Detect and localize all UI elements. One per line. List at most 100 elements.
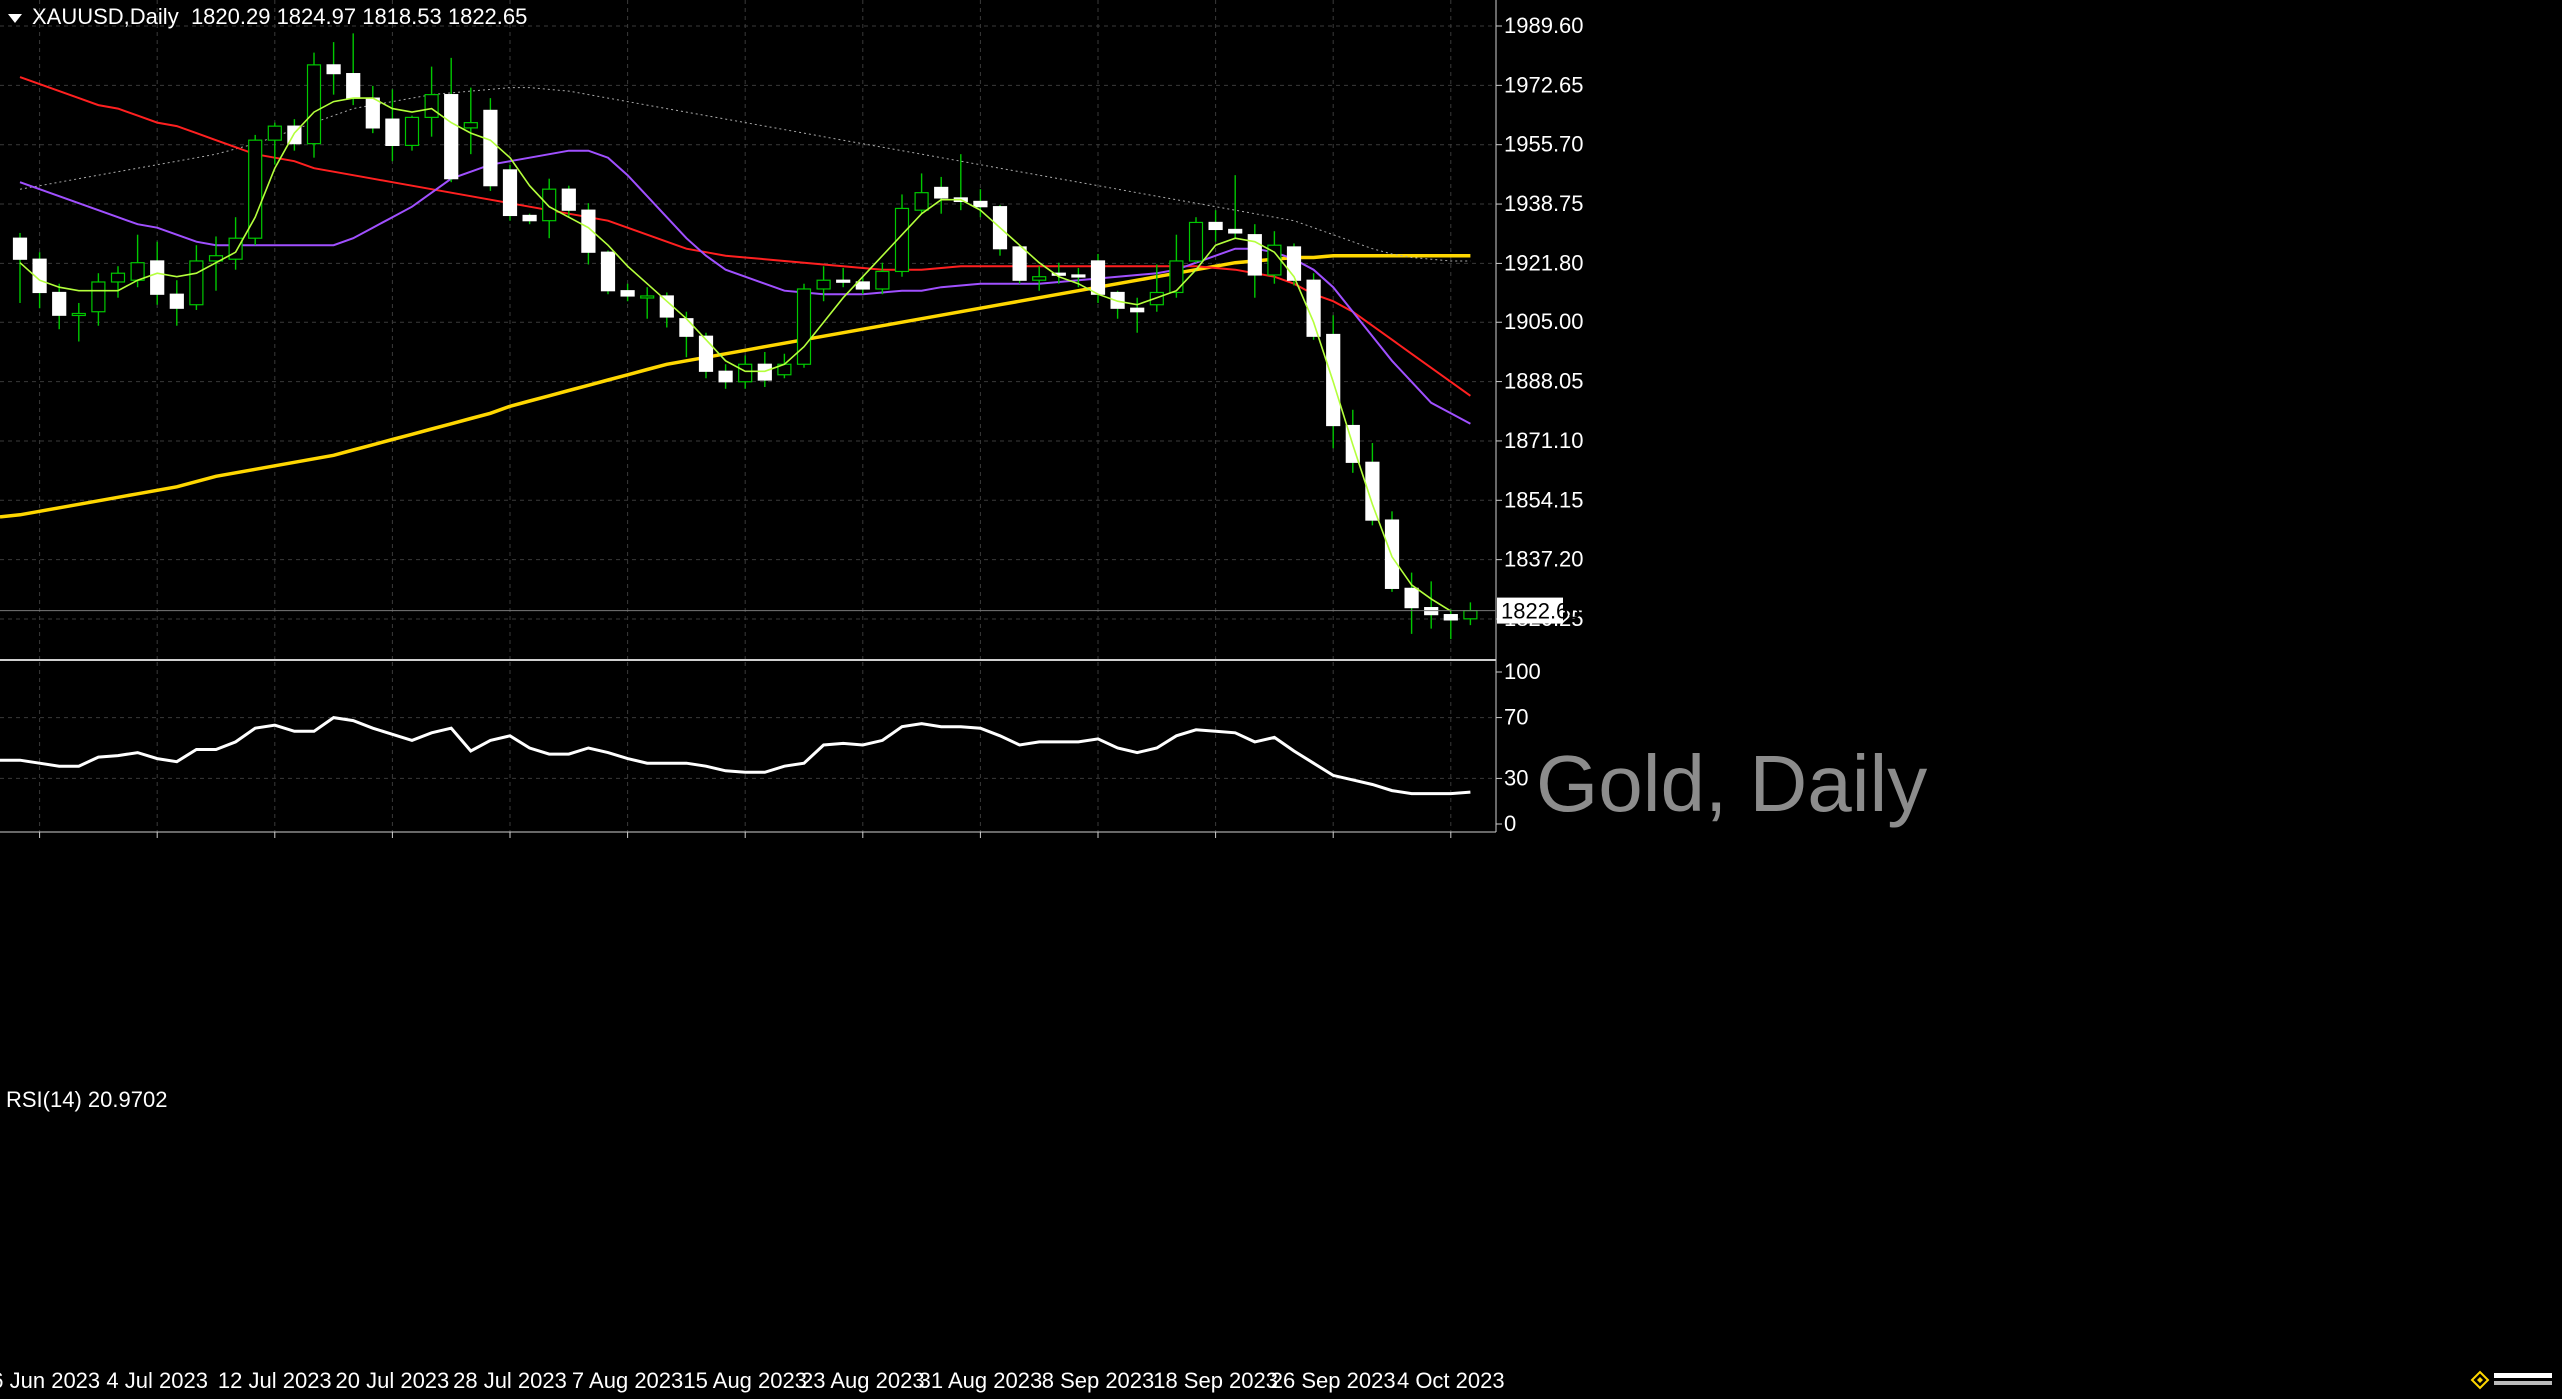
time-tick-label: 18 Sep 2023 — [1153, 1368, 1278, 1393]
candle-bear — [836, 279, 851, 283]
candle-bear — [855, 281, 870, 290]
candle-bull — [894, 207, 910, 273]
candle-bull — [228, 237, 243, 260]
time-tick-label: 4 Oct 2023 — [1397, 1368, 1505, 1393]
rsi-line — [0, 716, 1471, 796]
candle-bear — [561, 188, 576, 211]
price-tick-label: 1837.20 — [1504, 547, 1584, 572]
candle-bull — [1463, 609, 1478, 620]
candle-bull — [914, 192, 929, 211]
candle-bear — [169, 293, 184, 309]
rsi-tick-label: 30 — [1504, 765, 1528, 790]
candle-bear — [1306, 279, 1321, 337]
candle-bear — [659, 295, 674, 318]
price-tick-label: 1938.75 — [1504, 191, 1584, 216]
rsi-header: RSI(14) 20.9702 — [6, 1087, 168, 1112]
ma-purple-line — [19, 149, 1471, 425]
broker-logo — [2468, 1364, 2558, 1394]
candle-bear — [326, 64, 341, 75]
candle-bear — [1404, 587, 1419, 609]
candle-bear — [1384, 519, 1400, 589]
price-tick-label: 1921.80 — [1504, 250, 1584, 275]
candle-bull — [1149, 291, 1164, 306]
candle-bear — [581, 209, 596, 253]
candle-bull — [816, 279, 831, 290]
time-tick-label: 12 Jul 2023 — [218, 1368, 332, 1393]
candle-bull — [1032, 276, 1047, 281]
rsi-tick-label: 100 — [1504, 659, 1541, 684]
candle-bear — [150, 260, 165, 295]
candle-bear — [1443, 614, 1458, 621]
candle-bear — [1247, 234, 1262, 276]
price-tick-label: 1989.60 — [1504, 13, 1584, 38]
time-tick-label: 23 Aug 2023 — [801, 1368, 925, 1393]
candle-bull — [91, 281, 106, 313]
time-tick-label: 20 Jul 2023 — [336, 1368, 450, 1393]
candle-bear — [1090, 260, 1106, 295]
price-tick-label: 1854.15 — [1504, 487, 1584, 512]
price-tick-label: 1888.05 — [1504, 369, 1584, 394]
candle-bull — [1188, 221, 1204, 262]
candle-bull — [542, 188, 557, 222]
chart-watermark: Gold, Daily — [1536, 739, 1928, 828]
candle-bear — [32, 258, 47, 294]
candle-bull — [640, 295, 655, 299]
candle-bull — [875, 270, 890, 290]
rsi-tick-label: 0 — [1504, 811, 1516, 836]
price-tick-label: 1972.65 — [1504, 72, 1584, 97]
candle-bear — [1286, 246, 1302, 281]
candle-bull — [110, 272, 126, 283]
candle-bear — [365, 97, 380, 129]
candle-bear — [385, 118, 400, 147]
candle-bear — [718, 370, 733, 383]
candle-bear — [1228, 228, 1243, 234]
candle-bear — [757, 363, 772, 381]
candle-bear — [502, 169, 518, 217]
candle-bull — [248, 139, 263, 239]
time-tick-label: 26 Sep 2023 — [1271, 1368, 1396, 1393]
current-price-box — [1497, 597, 1563, 624]
candle-bear — [1012, 246, 1027, 281]
price-tick-label: 1871.10 — [1504, 428, 1584, 453]
time-tick-label: 8 Sep 2023 — [1042, 1368, 1155, 1393]
ma-fast-line — [19, 97, 1452, 612]
price-tick-label: 1905.00 — [1504, 309, 1584, 334]
time-tick-label: 4 Jul 2023 — [106, 1368, 208, 1393]
candle-bull — [738, 363, 753, 383]
time-tick-label: 31 Aug 2023 — [919, 1368, 1043, 1393]
ohlc-label: 1820.29 1824.97 1818.53 1822.65 — [190, 4, 528, 29]
candle-bull — [796, 288, 812, 365]
candle-bear — [1130, 307, 1145, 313]
candle-bear — [444, 94, 459, 180]
symbol-label: XAUUSD,Daily — [32, 4, 179, 29]
candle-bear — [12, 237, 28, 260]
broker-logo-icon — [2470, 1370, 2552, 1390]
candle-bear — [973, 200, 988, 208]
candle-bear — [1424, 607, 1439, 616]
candle-bear — [1071, 274, 1086, 278]
candle-bear — [1365, 461, 1380, 521]
candle-bear — [600, 251, 616, 292]
time-tick-label: 7 Aug 2023 — [572, 1368, 683, 1393]
candle-bear — [483, 109, 498, 187]
candle-bear — [1208, 221, 1223, 231]
candle-bull — [189, 260, 204, 306]
candle-bull — [71, 312, 86, 317]
time-tick-label: 28 Jul 2023 — [453, 1368, 567, 1393]
ma-gold-line — [0, 253, 1471, 519]
candle-bear — [679, 318, 694, 337]
candle-bear — [52, 291, 67, 316]
candle-bull — [404, 116, 420, 147]
candle-bull — [130, 262, 145, 281]
time-tick-label: 15 Aug 2023 — [683, 1368, 807, 1393]
candle-bear — [1051, 272, 1066, 276]
dropdown-triangle-icon[interactable] — [8, 13, 22, 23]
rsi-tick-label: 70 — [1504, 705, 1528, 730]
candle-bull — [1169, 260, 1184, 294]
price-tick-label: 1955.70 — [1504, 132, 1584, 157]
candle-bull — [267, 125, 282, 141]
candle-bear — [698, 335, 714, 372]
candle-bull — [306, 64, 322, 145]
